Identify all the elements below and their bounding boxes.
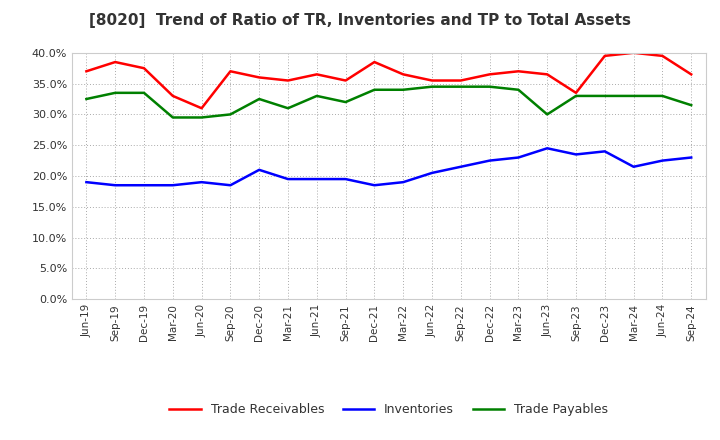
- Text: [8020]  Trend of Ratio of TR, Inventories and TP to Total Assets: [8020] Trend of Ratio of TR, Inventories…: [89, 13, 631, 28]
- Trade Receivables: [312, 72, 321, 77]
- Trade Receivables: [111, 59, 120, 65]
- Inventories: [658, 158, 667, 163]
- Legend: Trade Receivables, Inventories, Trade Payables: Trade Receivables, Inventories, Trade Pa…: [164, 398, 613, 421]
- Inventories: [197, 180, 206, 185]
- Trade Receivables: [82, 69, 91, 74]
- Inventories: [82, 180, 91, 185]
- Inventories: [514, 155, 523, 160]
- Trade Payables: [370, 87, 379, 92]
- Inventories: [428, 170, 436, 176]
- Trade Receivables: [197, 106, 206, 111]
- Trade Payables: [514, 87, 523, 92]
- Inventories: [312, 176, 321, 182]
- Line: Inventories: Inventories: [86, 148, 691, 185]
- Trade Receivables: [284, 78, 292, 83]
- Inventories: [399, 180, 408, 185]
- Trade Payables: [428, 84, 436, 89]
- Trade Receivables: [485, 72, 494, 77]
- Inventories: [341, 176, 350, 182]
- Trade Payables: [658, 93, 667, 99]
- Trade Receivables: [168, 93, 177, 99]
- Trade Receivables: [543, 72, 552, 77]
- Inventories: [370, 183, 379, 188]
- Trade Payables: [456, 84, 465, 89]
- Trade Receivables: [687, 72, 696, 77]
- Trade Payables: [572, 93, 580, 99]
- Inventories: [629, 164, 638, 169]
- Inventories: [600, 149, 609, 154]
- Trade Receivables: [456, 78, 465, 83]
- Trade Payables: [312, 93, 321, 99]
- Inventories: [168, 183, 177, 188]
- Inventories: [111, 183, 120, 188]
- Trade Receivables: [370, 59, 379, 65]
- Trade Payables: [543, 112, 552, 117]
- Trade Receivables: [428, 78, 436, 83]
- Line: Trade Receivables: Trade Receivables: [86, 53, 691, 108]
- Trade Payables: [226, 112, 235, 117]
- Inventories: [687, 155, 696, 160]
- Trade Payables: [255, 96, 264, 102]
- Inventories: [284, 176, 292, 182]
- Inventories: [572, 152, 580, 157]
- Trade Payables: [341, 99, 350, 105]
- Trade Receivables: [255, 75, 264, 80]
- Trade Payables: [168, 115, 177, 120]
- Trade Payables: [687, 103, 696, 108]
- Trade Receivables: [629, 50, 638, 55]
- Trade Payables: [284, 106, 292, 111]
- Trade Receivables: [399, 72, 408, 77]
- Trade Receivables: [658, 53, 667, 59]
- Inventories: [456, 164, 465, 169]
- Inventories: [255, 167, 264, 172]
- Trade Payables: [485, 84, 494, 89]
- Trade Receivables: [572, 90, 580, 95]
- Trade Receivables: [140, 66, 148, 71]
- Trade Payables: [197, 115, 206, 120]
- Inventories: [485, 158, 494, 163]
- Trade Receivables: [226, 69, 235, 74]
- Trade Payables: [111, 90, 120, 95]
- Trade Receivables: [600, 53, 609, 59]
- Trade Payables: [140, 90, 148, 95]
- Trade Payables: [600, 93, 609, 99]
- Trade Payables: [629, 93, 638, 99]
- Trade Receivables: [514, 69, 523, 74]
- Trade Receivables: [341, 78, 350, 83]
- Trade Payables: [399, 87, 408, 92]
- Inventories: [226, 183, 235, 188]
- Trade Payables: [82, 96, 91, 102]
- Line: Trade Payables: Trade Payables: [86, 87, 691, 117]
- Inventories: [543, 146, 552, 151]
- Inventories: [140, 183, 148, 188]
